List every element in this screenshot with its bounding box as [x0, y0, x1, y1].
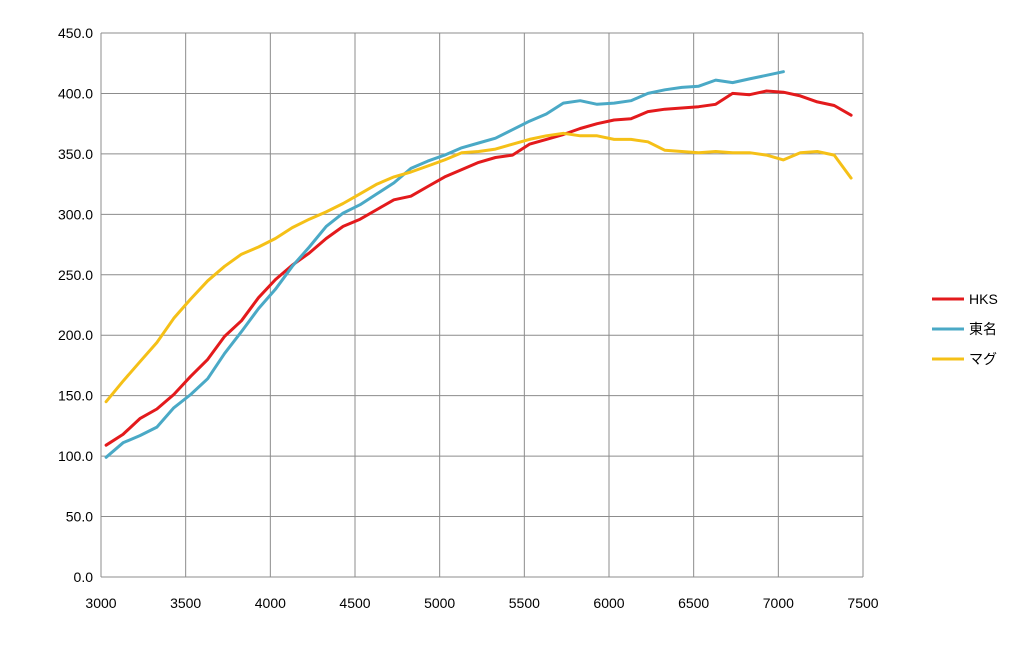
y-tick-label: 400.0 — [58, 85, 93, 101]
x-tick-label: 7000 — [763, 595, 794, 611]
y-tick-label: 150.0 — [58, 388, 93, 404]
series-line-2 — [104, 131, 853, 404]
grid-lines — [100, 32, 864, 578]
y-tick-label: 450.0 — [58, 25, 93, 41]
series-lines — [104, 70, 853, 459]
x-tick-label: 7500 — [847, 595, 878, 611]
legend-label-0: HKS — [969, 291, 998, 307]
y-tick-label: 250.0 — [58, 267, 93, 283]
y-tick-label: 0.0 — [74, 569, 94, 585]
axes — [100, 33, 863, 578]
series-line-0 — [104, 89, 853, 447]
x-tick-label: 5000 — [424, 595, 455, 611]
x-tick-label: 4000 — [255, 595, 286, 611]
x-tick-label: 3500 — [170, 595, 201, 611]
y-tick-label: 200.0 — [58, 327, 93, 343]
x-tick-label: 4500 — [339, 595, 370, 611]
series-line-1 — [104, 70, 785, 459]
x-tick-label: 6000 — [593, 595, 624, 611]
legend-label-2: マグ — [969, 351, 997, 367]
y-tick-label: 300.0 — [58, 206, 93, 222]
tick-labels: 0.0 50.0 100.0 150.0 200.0 250.0 300.0 350.0 400… — [58, 25, 879, 611]
legend-label-1: 東名 — [969, 321, 997, 337]
y-tick-label: 50.0 — [66, 509, 93, 525]
y-tick-label: 100.0 — [58, 448, 93, 464]
x-tick-label: 3000 — [85, 595, 116, 611]
x-tick-label: 5500 — [509, 595, 540, 611]
x-tick-label: 6500 — [678, 595, 709, 611]
y-tick-label: 350.0 — [58, 146, 93, 162]
